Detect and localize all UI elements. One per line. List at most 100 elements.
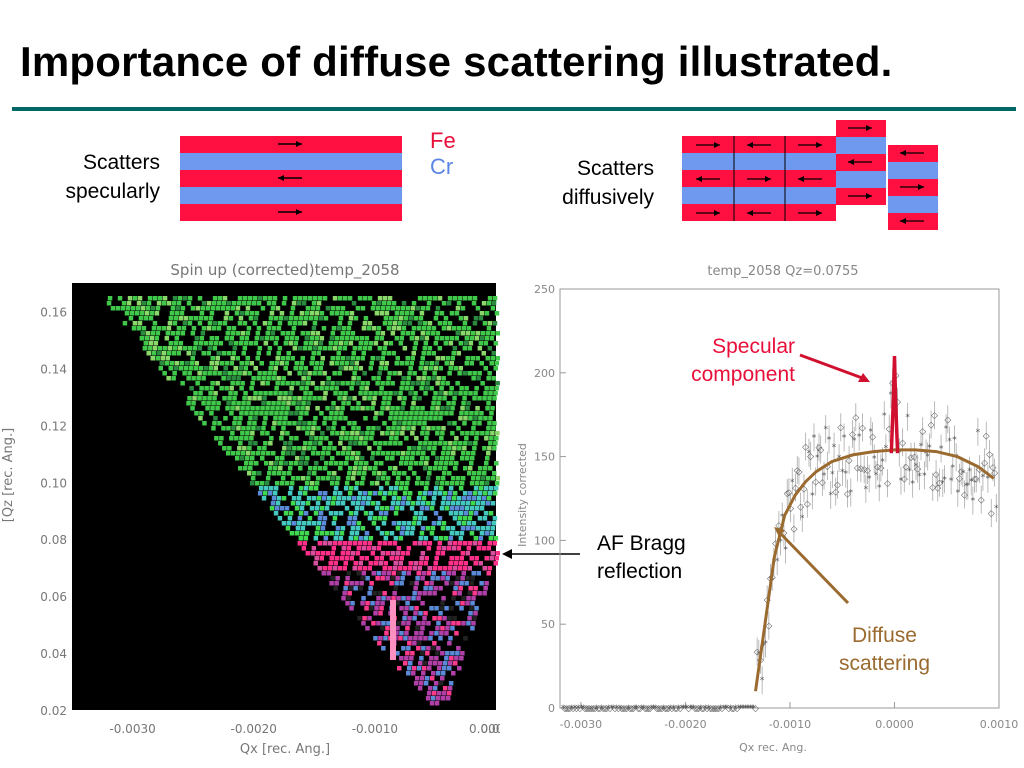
svg-text:◇: ◇ xyxy=(591,704,598,714)
svg-text:*: * xyxy=(783,545,788,555)
svg-text:*: * xyxy=(917,472,922,482)
svg-text:*: * xyxy=(721,704,726,714)
profile-x-tick-label: -0.0010 xyxy=(769,718,811,731)
profile-ticks: 0 50 100 150 200 250 -0.0030 -0.0020 -0.0010 0.00… xyxy=(534,283,1018,731)
svg-text:◇: ◇ xyxy=(715,704,722,714)
af-bragg-line2: reflection xyxy=(597,560,683,583)
profile-x-tick-label: 0.0010 xyxy=(980,718,1019,731)
svg-text:*: * xyxy=(899,477,904,487)
svg-text:◇: ◇ xyxy=(693,704,700,714)
svg-text:◇: ◇ xyxy=(730,704,737,714)
arrow-right-icon xyxy=(278,141,302,147)
svg-text:◇: ◇ xyxy=(576,704,583,714)
svg-text:*: * xyxy=(581,704,586,714)
svg-text:*: * xyxy=(614,704,619,714)
svg-text:◇: ◇ xyxy=(627,704,634,714)
svg-text:*: * xyxy=(832,443,837,453)
svg-text:*: * xyxy=(815,454,820,464)
heatmap-x-tick-label: -0.0020 xyxy=(231,722,277,736)
svg-text:◇: ◇ xyxy=(595,704,602,714)
svg-text:◇: ◇ xyxy=(590,704,597,714)
svg-text:◇: ◇ xyxy=(677,704,684,714)
heatmap-x-tick-label: 0.0 xyxy=(480,722,499,736)
svg-text:◇: ◇ xyxy=(712,704,719,714)
svg-text:◇: ◇ xyxy=(707,704,714,714)
svg-text:◇: ◇ xyxy=(622,704,629,714)
svg-text:*: * xyxy=(579,704,584,714)
svg-text:*: * xyxy=(661,704,666,714)
heatmap-title: Spin up (corrected)temp_2058 xyxy=(170,261,399,280)
svg-text:◇: ◇ xyxy=(643,704,650,714)
svg-text:◇: ◇ xyxy=(869,432,876,442)
svg-text:◇: ◇ xyxy=(991,469,998,479)
profile-x-tick-label: 0.0000 xyxy=(875,718,914,731)
svg-text:*: * xyxy=(676,704,681,714)
svg-text:◇: ◇ xyxy=(971,475,978,485)
arrow-right-icon xyxy=(798,210,822,216)
svg-text:*: * xyxy=(639,704,644,714)
arrow-right-icon xyxy=(747,176,771,182)
svg-text:◇: ◇ xyxy=(861,465,868,475)
svg-text:◇: ◇ xyxy=(600,704,607,714)
specular-line1: Specular xyxy=(712,335,795,358)
svg-text:◇: ◇ xyxy=(837,423,844,433)
svg-text:*: * xyxy=(823,425,828,435)
svg-text:◇: ◇ xyxy=(981,458,988,468)
arrow-left-icon xyxy=(747,142,771,148)
svg-text:◇: ◇ xyxy=(615,704,622,714)
svg-text:*: * xyxy=(944,424,949,434)
svg-text:*: * xyxy=(869,427,874,437)
svg-text:*: * xyxy=(738,704,743,714)
svg-text:*: * xyxy=(683,704,688,714)
heatmap-ylabel: [Qz [rec. Ang.] xyxy=(1,428,16,522)
svg-text:*: * xyxy=(872,454,877,464)
svg-text:*: * xyxy=(852,437,857,447)
arrow-left-icon xyxy=(278,175,302,181)
svg-text:◇: ◇ xyxy=(566,704,573,714)
diffuse-line2: scattering xyxy=(838,652,931,675)
legend-fe: Fe xyxy=(430,128,456,153)
svg-text:◇: ◇ xyxy=(581,704,588,714)
svg-text:◇: ◇ xyxy=(978,496,985,506)
profile-x-tick-label: -0.0020 xyxy=(664,718,706,731)
svg-text:*: * xyxy=(681,704,686,714)
heatmap-y-tick-labels: 0.16 0.14 0.12 0.10 0.08 0.06 0.04 0.02 xyxy=(40,305,67,718)
svg-text:*: * xyxy=(976,428,981,438)
arrow-right-icon xyxy=(848,125,872,131)
svg-text:*: * xyxy=(653,704,658,714)
profile-x-tick-label: -0.0030 xyxy=(560,718,602,731)
svg-text:*: * xyxy=(641,704,646,714)
svg-text:◇: ◇ xyxy=(804,500,811,510)
svg-text:*: * xyxy=(807,449,812,459)
heatmap-cells xyxy=(106,296,500,706)
arrow-right-icon xyxy=(858,373,870,382)
svg-text:◇: ◇ xyxy=(635,704,642,714)
svg-text:*: * xyxy=(922,471,927,481)
svg-text:*: * xyxy=(964,482,969,492)
heatmap-y-tick-label: 0.04 xyxy=(40,647,67,661)
svg-text:◇: ◇ xyxy=(834,481,841,491)
svg-text:*: * xyxy=(634,704,639,714)
specular-fit-curve xyxy=(889,355,900,454)
svg-text:◇: ◇ xyxy=(642,704,649,714)
arrow-left-icon xyxy=(848,159,872,165)
svg-text:◇: ◇ xyxy=(824,462,831,472)
svg-text:◇: ◇ xyxy=(765,622,772,632)
svg-text:*: * xyxy=(594,704,599,714)
arrow-up-left-icon xyxy=(774,527,785,537)
svg-text:◇: ◇ xyxy=(899,438,906,448)
svg-text:◇: ◇ xyxy=(700,704,707,714)
svg-text:*: * xyxy=(897,449,902,459)
svg-text:◇: ◇ xyxy=(565,704,572,714)
svg-text:◇: ◇ xyxy=(710,704,717,714)
svg-text:*: * xyxy=(844,470,849,480)
svg-text:*: * xyxy=(967,467,972,477)
svg-text:*: * xyxy=(757,650,762,660)
svg-text:◇: ◇ xyxy=(874,462,881,472)
svg-text:◇: ◇ xyxy=(647,704,654,714)
specular-pointer xyxy=(799,353,866,381)
svg-text:◇: ◇ xyxy=(944,415,951,425)
arrow-right-icon xyxy=(798,142,822,148)
heatmap-y-tick-label: 0.02 xyxy=(40,704,67,718)
